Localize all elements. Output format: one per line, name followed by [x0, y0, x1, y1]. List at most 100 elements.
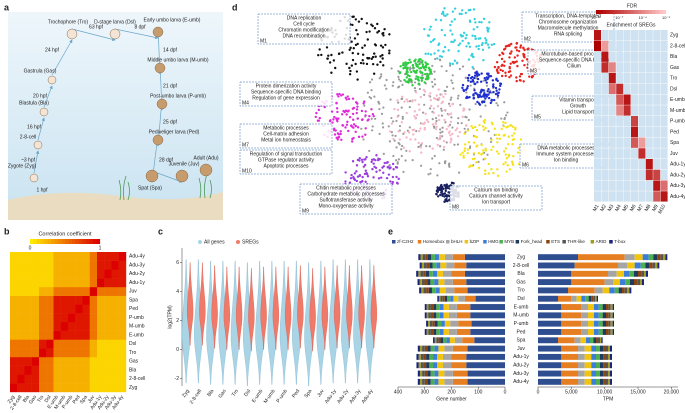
- bar-segment: [452, 279, 467, 286]
- network-node: [490, 138, 493, 142]
- heat-cell: [594, 83, 601, 95]
- heat-cell: [631, 159, 638, 170]
- network-node: [458, 42, 462, 45]
- heat-cell: [82, 330, 90, 340]
- heat-cell: [10, 278, 18, 288]
- bar-segment: [561, 353, 578, 360]
- network-node: [443, 195, 446, 198]
- network-node: [472, 97, 475, 100]
- heat-cell: [17, 383, 25, 393]
- stage-label: Gastrula (Gas): [24, 68, 57, 74]
- colorbar-cell: [51, 239, 55, 244]
- heat-cell: [104, 304, 112, 314]
- bar-segment: [584, 353, 592, 360]
- bar-segment: [538, 312, 562, 319]
- legend-swatch: [562, 240, 566, 244]
- network-node: [483, 100, 486, 104]
- network-node: [442, 145, 446, 149]
- heat-cell: [10, 383, 18, 393]
- heat-cell: [608, 40, 616, 52]
- network-node: [431, 80, 434, 84]
- violin: [309, 268, 316, 352]
- network-node: [393, 107, 396, 111]
- network-node: [337, 95, 340, 98]
- network-node: [492, 83, 495, 86]
- heat-cell: [638, 191, 646, 202]
- network-node: [449, 29, 452, 32]
- network-node: [450, 79, 453, 82]
- bar-segment: [538, 279, 572, 286]
- network-node: [407, 131, 411, 134]
- heat-cell: [653, 191, 661, 202]
- network-node: [463, 149, 466, 153]
- network-node: [435, 94, 438, 97]
- bar-segment: [561, 370, 578, 377]
- row-label: M-umb: [513, 313, 529, 319]
- network-node: [348, 73, 352, 76]
- heat-cell: [118, 383, 127, 393]
- heat-cell: [616, 51, 624, 62]
- heat-cell: [82, 322, 90, 331]
- legend-swatch: [446, 240, 450, 244]
- colorbar-cell: [86, 239, 90, 244]
- network-node: [392, 137, 395, 141]
- network-node: [475, 45, 478, 48]
- row-label: Adu-1y: [670, 162, 685, 168]
- bar-segment: [603, 353, 606, 360]
- network-node: [423, 27, 426, 31]
- heat-cell: [608, 169, 616, 181]
- network-node: [461, 39, 464, 43]
- network-node: [353, 172, 357, 175]
- network-node: [486, 77, 489, 81]
- network-node: [393, 139, 396, 142]
- colorbar-cell: [68, 239, 73, 244]
- network-node: [383, 27, 386, 31]
- network-node: [484, 149, 487, 152]
- bar-segment: [442, 270, 452, 277]
- heat-cell: [68, 260, 76, 270]
- network-node: [446, 13, 449, 16]
- network-node: [508, 168, 512, 171]
- network-node: [348, 48, 351, 52]
- network-node: [355, 108, 359, 111]
- legend-swatch: [236, 240, 240, 244]
- network-node: [477, 47, 480, 51]
- bar-segment: [588, 320, 594, 327]
- heat-cell: [623, 40, 631, 52]
- bar-segment: [606, 353, 608, 360]
- bar-segment: [581, 295, 586, 302]
- network-node: [443, 45, 447, 49]
- heat-cell: [60, 365, 69, 375]
- network-node: [370, 78, 374, 81]
- network-node: [450, 138, 453, 142]
- network-node: [410, 81, 413, 84]
- network-node: [364, 180, 367, 184]
- legend-swatch: [609, 240, 613, 244]
- network-node: [371, 125, 374, 128]
- annotation-term: GTPase regulator activity: [258, 157, 315, 163]
- bar-segment: [434, 320, 438, 327]
- network-node: [404, 66, 408, 70]
- heat-cell: [31, 357, 40, 366]
- heat-cell: [653, 94, 661, 105]
- bar-segment: [591, 362, 596, 369]
- network-node: [357, 20, 361, 23]
- network-node: [457, 43, 460, 47]
- bar-segment: [452, 370, 468, 377]
- network-node: [487, 172, 491, 175]
- heat-cell: [653, 159, 661, 170]
- network-node: [374, 44, 378, 47]
- network-node: [440, 188, 444, 191]
- heat-cell: [601, 169, 609, 181]
- network-node: [411, 100, 414, 103]
- col-label: M8: [644, 203, 653, 212]
- heat-cell: [608, 94, 616, 105]
- network-node: [436, 195, 440, 198]
- network-node: [450, 181, 454, 185]
- network-node: [480, 153, 483, 156]
- network-node: [354, 130, 357, 134]
- colorbar-cell: [37, 239, 41, 244]
- network-node: [334, 66, 337, 70]
- bar-segment: [430, 304, 434, 310]
- network-node: [419, 127, 422, 130]
